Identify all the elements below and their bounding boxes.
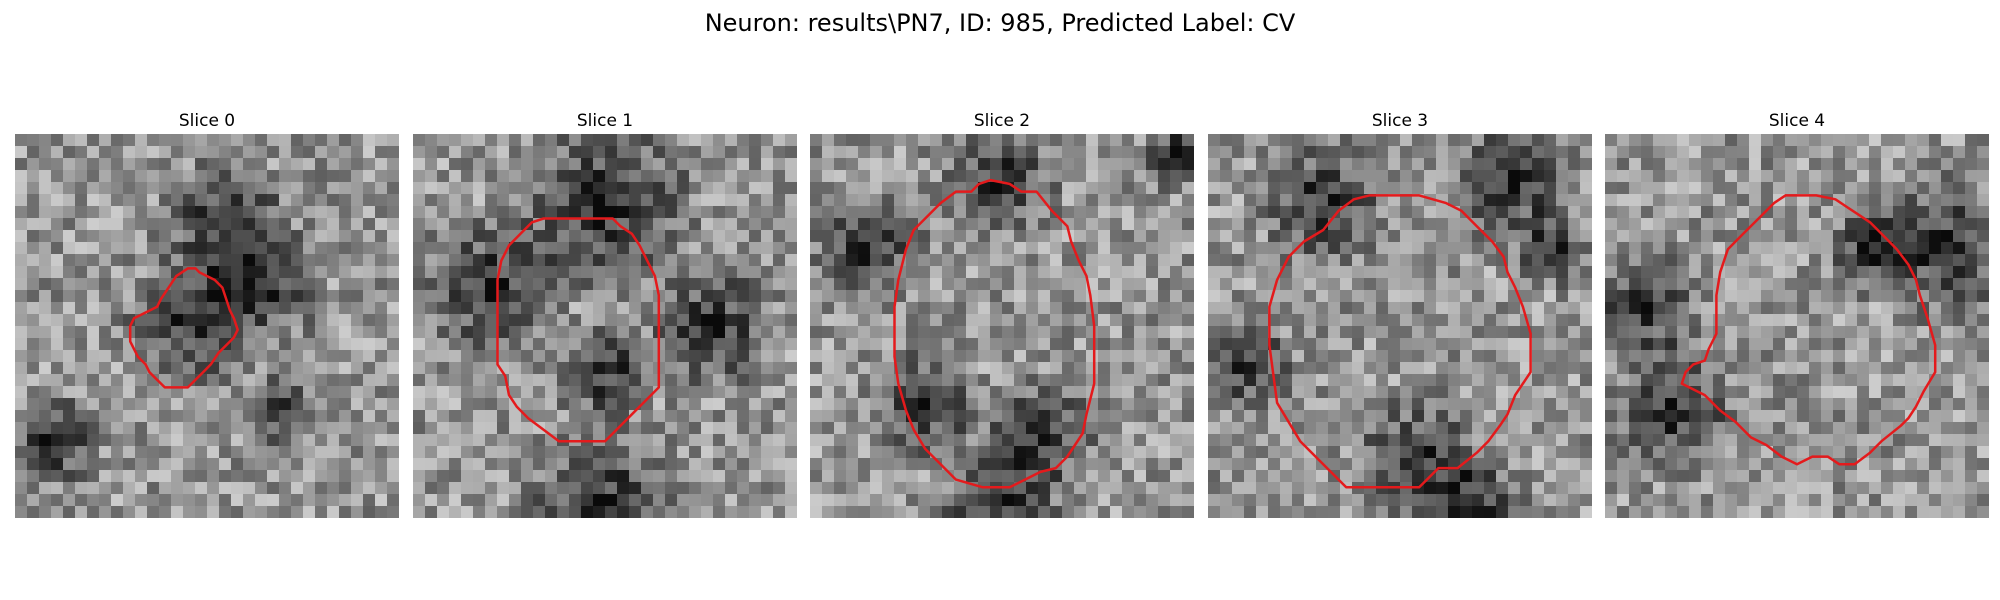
- micrograph-pixels: [15, 134, 399, 518]
- slice-title: Slice 0: [178, 111, 236, 131]
- slice-panel: Slice 3: [1208, 108, 1592, 518]
- micrograph-pixels: [1605, 134, 1989, 518]
- slice-title: Slice 4: [1768, 111, 1826, 131]
- micrograph-pixels: [1208, 134, 1592, 518]
- slice-panel: Slice 4: [1605, 108, 1989, 518]
- micrograph-pixels: [413, 134, 797, 518]
- cell-contour: [893, 178, 1096, 489]
- slice-image: [810, 134, 1194, 518]
- cell-contour: [1268, 194, 1532, 489]
- slice-image: [15, 134, 399, 518]
- slice-image: [1208, 134, 1592, 518]
- figure-title: Neuron: results\PN7, ID: 985, Predicted …: [704, 9, 1296, 37]
- cell-contour: [128, 267, 239, 389]
- slice-panel: Slice 1: [413, 108, 797, 518]
- slice-title: Slice 1: [576, 111, 634, 131]
- slice-image: [413, 134, 797, 518]
- slice-title: Slice 3: [1371, 111, 1429, 131]
- micrograph-pixels: [810, 134, 1194, 518]
- cell-contour: [1680, 194, 1937, 466]
- slice-panel: Slice 2: [810, 108, 1194, 518]
- cell-contour: [496, 217, 661, 443]
- slice-panel: Slice 0: [15, 108, 399, 518]
- slice-title: Slice 2: [973, 111, 1031, 131]
- slice-image: [1605, 134, 1989, 518]
